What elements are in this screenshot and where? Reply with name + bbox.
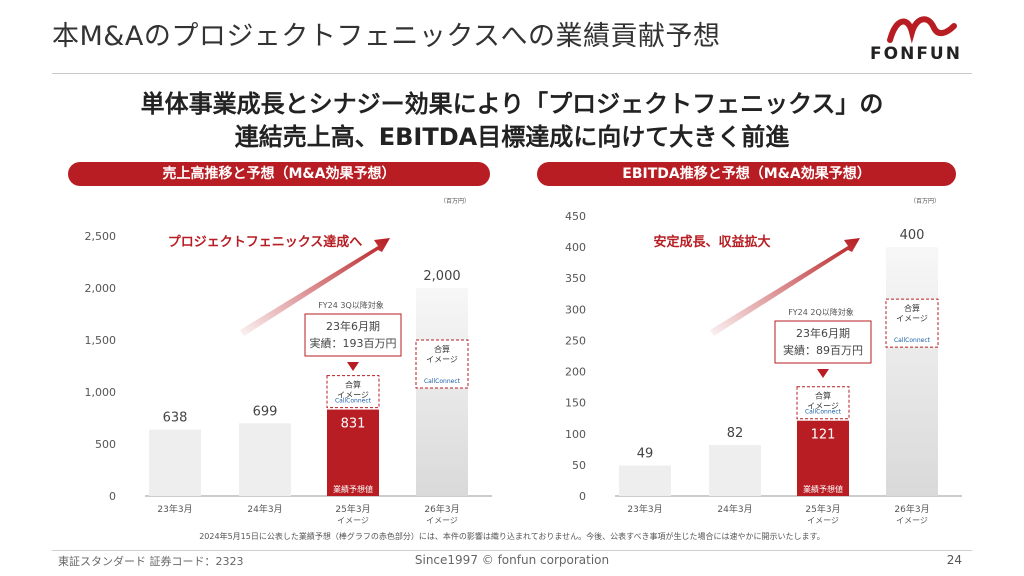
callout-target: FY24 2Q以降対象 (788, 307, 854, 317)
unit-label: （百万円） (910, 198, 940, 205)
y-tick-label: 450 (565, 210, 586, 223)
sales-chart-svg: （百万円） 0 500 1,000 1,500 2,000 2,500 プロジェクトフェニック… (85, 198, 492, 525)
x-tick-sublabel: イメージ (807, 516, 839, 525)
data-label: 699 (253, 404, 278, 419)
callout-line-2: 実績：89百万円 (783, 343, 863, 357)
bar-23年3月 (619, 465, 671, 496)
bar-24年3月 (709, 444, 761, 496)
y-tick-label: 1,000 (85, 386, 117, 399)
data-label: 2,000 (423, 269, 460, 284)
headline: 単体事業成長とシナジー効果により「プロジェクトフェニックス」の 連結売上高、EB… (0, 88, 1024, 154)
x-tick-label: 26年3月 (894, 503, 929, 515)
data-label: 82 (727, 426, 744, 441)
ebitda-chart: （百万円） 0 50 100 150 200 250 300 350 400 450 安定成長、収益拡… (530, 186, 970, 531)
merge-label: イメージ (807, 402, 839, 411)
x-tick-label: 24年3月 (247, 503, 282, 515)
x-tick-label: 23年3月 (157, 503, 192, 515)
forecast-label: 業績予想値 (803, 484, 843, 494)
x-tick-label: 24年3月 (717, 503, 752, 515)
x-tick-label: 25年3月 (805, 503, 840, 515)
unit-label: （百万円） (440, 198, 470, 205)
y-tick-label: 350 (565, 272, 586, 285)
bar-26年3月 (416, 288, 468, 496)
data-label: 49 (637, 447, 654, 462)
callconnect-logo: CallConnect (335, 398, 372, 405)
merge-image-box (326, 375, 380, 409)
y-tick-label: 500 (95, 438, 116, 451)
footnote: 2024年5月15日に公表した業績予想（棒グラフの赤色部分）には、本件の影響は織… (199, 532, 825, 541)
x-tick-sublabel: イメージ (896, 516, 928, 525)
forecast-label: 業績予想値 (333, 484, 373, 494)
data-label: 400 (900, 228, 925, 243)
growth-arrow-icon (710, 238, 860, 336)
stock-code: 東証スタンダード 証券コード：2323 (58, 555, 244, 568)
x-tick-sublabel: イメージ (426, 516, 458, 525)
y-tick-label: 100 (565, 428, 586, 441)
callout-arrow-icon (817, 369, 829, 378)
x-tick-label: 25年3月 (335, 503, 370, 515)
merge-label: イメージ (896, 314, 928, 323)
merge-image-box (796, 386, 850, 420)
callout-line-2: 実績：193百万円 (310, 336, 397, 350)
title-divider (52, 73, 972, 74)
merge-label: 合算 (904, 303, 920, 313)
y-tick-label: 2,000 (85, 282, 117, 295)
x-tick-label: 23年3月 (627, 503, 662, 515)
data-label: 121 (811, 428, 836, 443)
y-tick-label: 50 (572, 459, 586, 472)
callout-box (304, 313, 402, 357)
logo-text: FONFUN (870, 44, 962, 64)
sales-chart-title: 売上高推移と予想（M&A効果予想） (68, 162, 490, 186)
bar-26年3月 (886, 247, 938, 496)
callconnect-logo: CallConnect (894, 337, 931, 344)
merge-label: 合算 (434, 344, 450, 354)
merge-image-box (885, 298, 939, 348)
headline-line-1: 単体事業成長とシナジー効果により「プロジェクトフェニックス」の (140, 90, 884, 118)
y-tick-label: 150 (565, 397, 586, 410)
merge-label: 合算 (345, 380, 361, 390)
arrow-label: プロジェクトフェニックス達成へ (168, 234, 363, 250)
bar-25年3月 (797, 420, 849, 496)
data-label: 638 (163, 411, 188, 426)
y-tick-label: 2,500 (85, 230, 117, 243)
callout-line-1: 23年6月期 (796, 326, 850, 340)
logo-mark-icon (887, 16, 957, 44)
callout-target: FY24 3Q以降対象 (318, 300, 384, 310)
y-tick-label: 400 (565, 241, 586, 254)
growth-arrow-icon (240, 238, 390, 336)
page-number: 24 (946, 553, 962, 567)
callout-arrow-icon (347, 362, 359, 371)
arrow-label: 安定成長、収益拡大 (653, 234, 770, 250)
callconnect-logo: CallConnect (805, 409, 842, 416)
fonfun-logo: FONFUN (868, 10, 964, 66)
callconnect-logo: CallConnect (424, 378, 461, 385)
bar-25年3月 (327, 409, 379, 496)
ebitda-chart-title: EBITDA推移と予想（M&A効果予想） (537, 162, 956, 186)
merge-label: イメージ (426, 355, 458, 364)
data-label: 831 (341, 417, 366, 432)
y-tick-label: 1,500 (85, 334, 117, 347)
page-title: 本M&Aのプロジェクトフェニックスへの業績貢献予想 (52, 21, 721, 52)
y-tick-label: 300 (565, 303, 586, 316)
copyright: Since1997 © fonfun corporation (414, 553, 610, 567)
x-tick-label: 26年3月 (424, 503, 459, 515)
bar-23年3月 (149, 429, 201, 496)
y-tick-label: 0 (109, 490, 116, 503)
y-tick-label: 200 (565, 366, 586, 379)
sales-chart: （百万円） 0 500 1,000 1,500 2,000 2,500 プロジェクトフェニック… (60, 186, 500, 531)
callout-box (774, 320, 872, 364)
y-tick-label: 250 (565, 334, 586, 347)
merge-image-box (415, 339, 469, 389)
merge-label: イメージ (337, 391, 369, 400)
merge-label: 合算 (815, 391, 831, 401)
bar-24年3月 (239, 423, 291, 496)
y-tick-label: 0 (579, 490, 586, 503)
ebitda-chart-svg: （百万円） 0 50 100 150 200 250 300 350 400 450 安定成長、収益拡… (565, 198, 962, 525)
headline-line-2: 連結売上高、EBITDA目標達成に向けて大きく前進 (234, 123, 790, 151)
x-tick-sublabel: イメージ (337, 516, 369, 525)
callout-line-1: 23年6月期 (326, 319, 380, 333)
footer-divider (52, 550, 972, 551)
